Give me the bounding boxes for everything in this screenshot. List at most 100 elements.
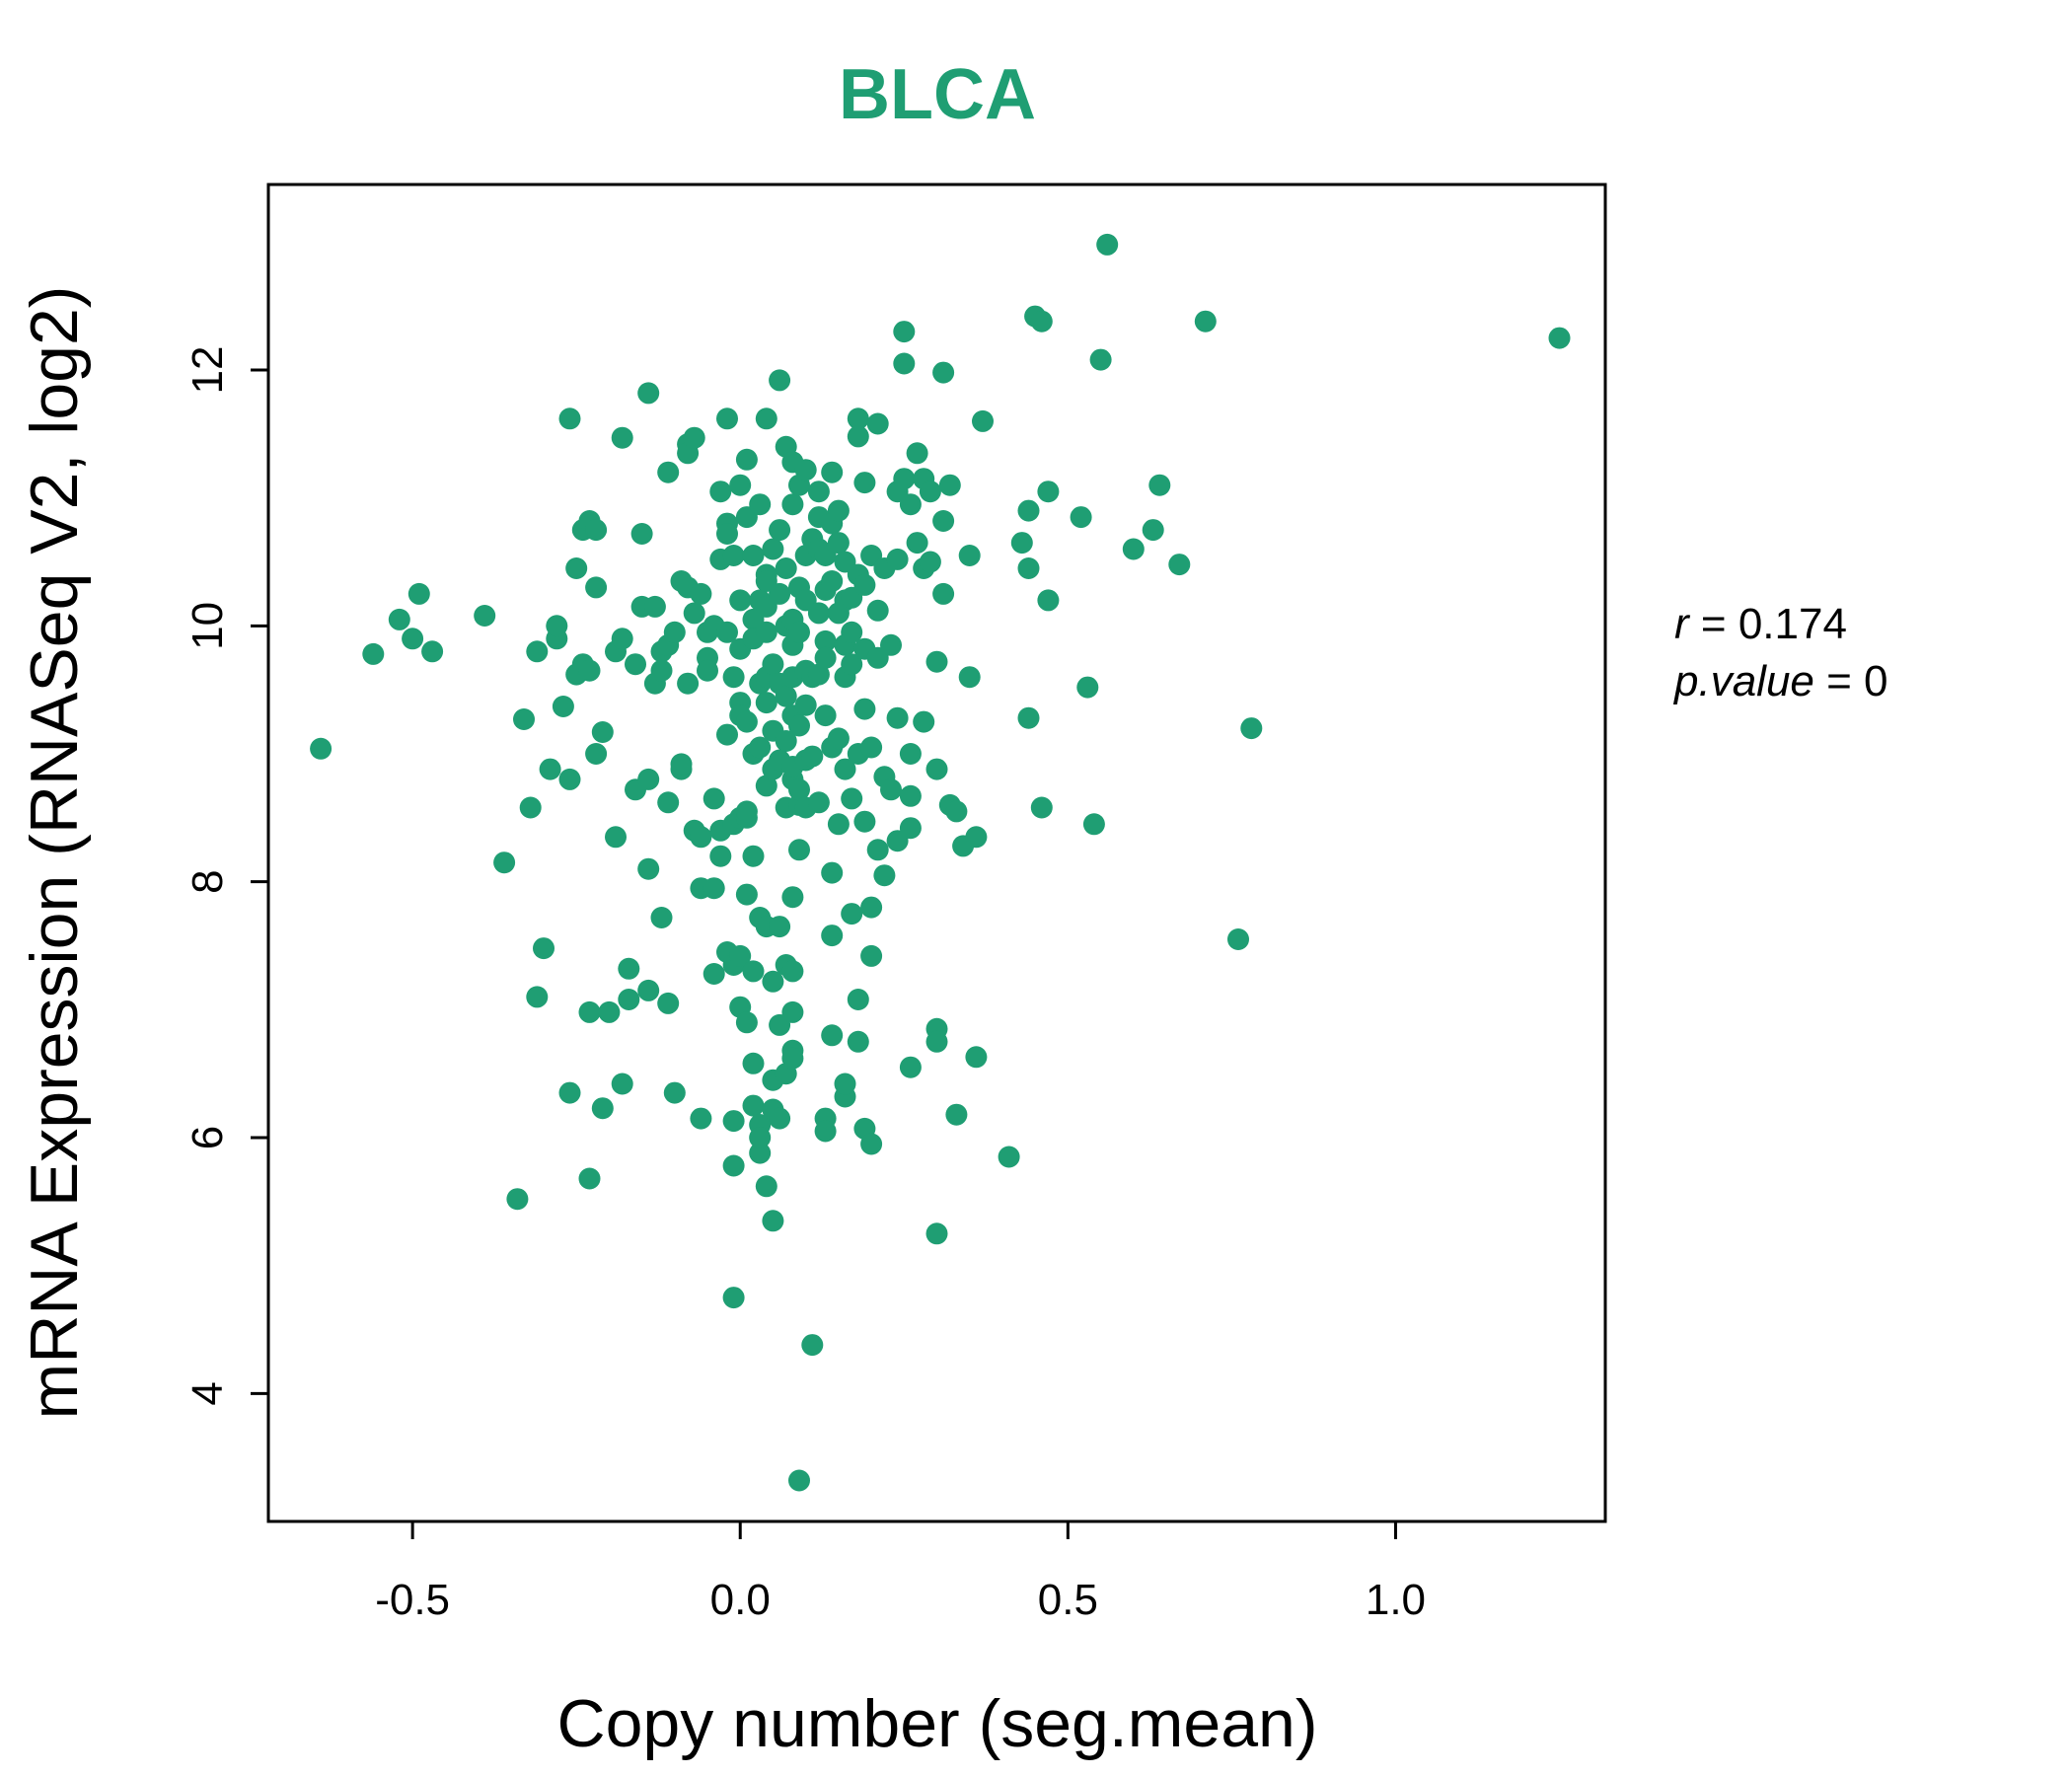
data-point (880, 634, 902, 656)
data-point (559, 1082, 581, 1104)
data-point (723, 1155, 745, 1177)
data-point (729, 589, 751, 611)
data-point (743, 960, 765, 982)
data-point (835, 1073, 856, 1095)
data-point (716, 523, 738, 545)
data-point (821, 570, 843, 592)
data-point (841, 903, 862, 925)
data-point (887, 707, 909, 729)
data-point (716, 724, 738, 746)
data-point (815, 1121, 837, 1143)
data-point (873, 864, 895, 886)
data-point (493, 851, 515, 873)
data-point (506, 1188, 528, 1210)
data-point (723, 666, 745, 688)
data-point (762, 653, 783, 675)
data-point (743, 846, 765, 867)
data-point (736, 1011, 758, 1033)
r-statistic: r = 0.174 (1674, 600, 1847, 648)
data-point (932, 510, 954, 532)
data-point (853, 472, 875, 493)
x-axis-label: Copy number (seg.mean) (556, 1686, 1317, 1761)
data-point (625, 653, 646, 675)
data-point (860, 945, 882, 967)
y-tick-label: 6 (184, 1126, 232, 1149)
data-point (402, 628, 423, 649)
data-point (945, 800, 967, 822)
data-point (592, 1097, 614, 1119)
data-point (913, 711, 934, 733)
p-value: 0 (1864, 657, 1887, 705)
data-point (769, 1108, 790, 1130)
data-point (637, 769, 659, 790)
data-point (756, 1175, 777, 1197)
data-point (756, 692, 777, 713)
data-point (651, 907, 673, 928)
data-point (310, 738, 332, 760)
data-point (657, 791, 679, 813)
x-tick-label: -0.5 (375, 1576, 450, 1624)
data-point (421, 640, 443, 662)
data-point (637, 382, 659, 404)
data-point (907, 442, 928, 464)
data-point (1076, 677, 1098, 699)
data-point (664, 1082, 686, 1104)
data-point (723, 1287, 745, 1308)
data-point (945, 1104, 967, 1126)
data-point (612, 628, 633, 649)
p-value-symbol: p.value (1672, 657, 1814, 705)
data-point (579, 1168, 601, 1190)
data-point (1083, 813, 1105, 835)
data-point (1168, 554, 1190, 575)
data-point (762, 539, 783, 560)
data-point (671, 753, 693, 775)
data-point (520, 797, 542, 819)
data-point (828, 727, 850, 749)
data-point (1071, 506, 1092, 528)
r-equals: = (1689, 600, 1739, 648)
data-point (651, 660, 673, 682)
data-point (920, 552, 941, 573)
data-point (821, 862, 843, 884)
data-point (821, 462, 843, 483)
data-point (821, 1024, 843, 1046)
data-point (900, 493, 922, 515)
data-point (690, 583, 711, 605)
data-point (684, 602, 705, 624)
data-point (1018, 557, 1040, 579)
data-point (795, 695, 817, 716)
r-value: 0.174 (1739, 600, 1847, 648)
data-point (801, 746, 823, 768)
data-points (310, 234, 1570, 1492)
correlation-stats: r = 0.174 p.value = 0 (1672, 600, 1888, 705)
data-point (559, 407, 581, 429)
data-point (1148, 475, 1170, 496)
data-point (579, 660, 601, 682)
data-point (697, 660, 718, 682)
data-point (972, 410, 994, 432)
data-point (612, 1073, 633, 1095)
data-point (637, 980, 659, 1001)
data-point (788, 715, 810, 737)
data-point (749, 493, 771, 515)
data-point (848, 989, 869, 1010)
data-point (860, 737, 882, 759)
data-point (860, 897, 882, 919)
data-point (1037, 589, 1059, 611)
data-point (762, 1210, 783, 1231)
data-point (526, 986, 548, 1007)
data-point (788, 839, 810, 860)
data-point (808, 481, 830, 502)
x-tick-label: 1.0 (1366, 1576, 1426, 1624)
data-point (513, 708, 535, 730)
data-point (932, 362, 954, 384)
data-point (926, 1031, 948, 1053)
data-point (860, 1134, 882, 1155)
data-point (1143, 519, 1164, 541)
data-point (585, 576, 607, 598)
data-point (815, 647, 837, 669)
x-tick-label: 0.5 (1038, 1576, 1098, 1624)
data-point (743, 1053, 765, 1074)
data-point (749, 1127, 771, 1148)
data-point (867, 600, 889, 622)
